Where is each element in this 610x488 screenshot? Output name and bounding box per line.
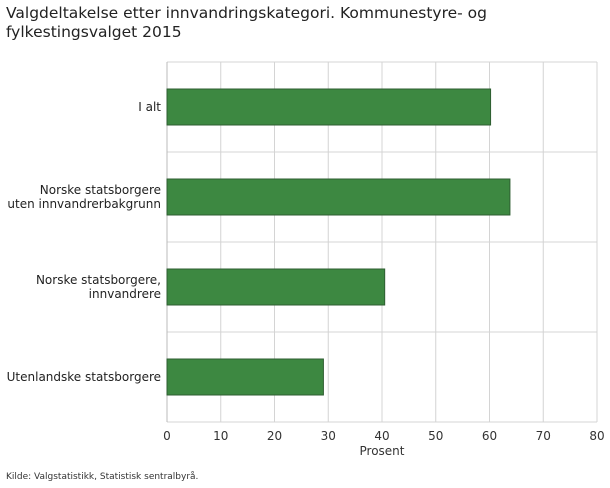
category-label: innvandrere bbox=[89, 287, 161, 301]
category-label: Norske statsborgere, bbox=[36, 273, 161, 287]
bar bbox=[166, 178, 511, 216]
x-tick-label: 50 bbox=[428, 429, 443, 443]
x-tick-label: 30 bbox=[321, 429, 336, 443]
x-tick-label: 80 bbox=[589, 429, 604, 443]
x-tick-label: 0 bbox=[163, 429, 171, 443]
x-tick-label: 70 bbox=[536, 429, 551, 443]
chart-title: Valgdeltakelse etter innvandringskategor… bbox=[6, 4, 487, 41]
category-label: Utenlandske statsborgere bbox=[7, 370, 161, 384]
bar bbox=[166, 358, 324, 396]
bar bbox=[166, 268, 386, 306]
x-tick-label: 60 bbox=[482, 429, 497, 443]
bar bbox=[166, 88, 492, 126]
x-axis-label: Prosent bbox=[360, 444, 405, 458]
source-note: Kilde: Valgstatistikk, Statistisk sentra… bbox=[6, 472, 199, 482]
category-label: Norske statsborgere bbox=[40, 183, 161, 197]
x-tick-label: 40 bbox=[374, 429, 389, 443]
x-tick-label: 20 bbox=[267, 429, 282, 443]
category-label: I alt bbox=[138, 100, 161, 114]
category-label: uten innvandrerbakgrunn bbox=[7, 197, 161, 211]
x-tick-label: 10 bbox=[213, 429, 228, 443]
